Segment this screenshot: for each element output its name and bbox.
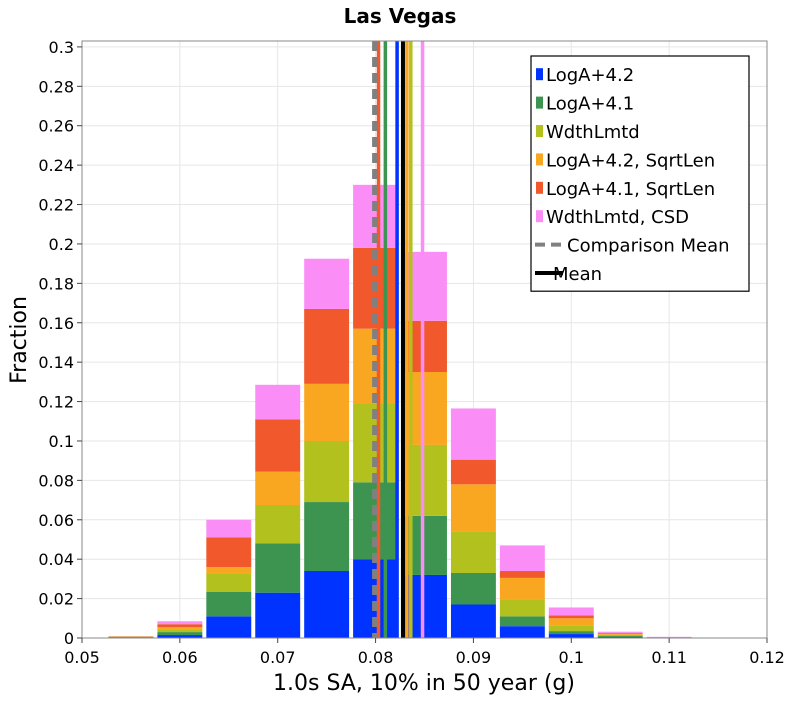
bar-bin9-series0 — [549, 634, 594, 638]
legend-label-loga-4-2: LogA+4.2 — [546, 65, 634, 86]
legend-label-loga-4-1-sqrtlen: LogA+4.1, SqrtLen — [546, 179, 715, 200]
bar-bin3-series1 — [255, 543, 300, 592]
bar-bin4-series2 — [304, 441, 349, 502]
bar-bin1-series2 — [157, 629, 202, 632]
bar-bin6-series1 — [402, 516, 447, 575]
bar-bin2-series4 — [206, 538, 251, 568]
bar-bin3-series3 — [255, 472, 300, 505]
bar-bin9-series4 — [549, 615, 594, 618]
bar-bin3-series2 — [255, 505, 300, 543]
bar-bin6-series2 — [402, 445, 447, 516]
x-tick-label-5: 0.1 — [559, 648, 584, 667]
bar-bin7-series1 — [451, 573, 496, 605]
legend-swatch-loga-4-2 — [536, 68, 543, 80]
legend-swatch-wdthlmtd-csd — [536, 210, 543, 222]
bar-bin8-series0 — [500, 626, 545, 638]
y-tick-label-4: 0.08 — [38, 471, 74, 490]
bar-bin1-series1 — [157, 632, 202, 635]
bar-bin9-series5 — [549, 607, 594, 615]
bar-bin4-series1 — [304, 502, 349, 571]
bar-bin4-series0 — [304, 571, 349, 638]
legend-swatch-loga-4-1 — [536, 97, 543, 109]
bar-bin6-series3 — [402, 372, 447, 445]
y-tick-label-3: 0.06 — [38, 511, 74, 530]
bar-bin7-series2 — [451, 532, 496, 573]
bar-bin7-series4 — [451, 460, 496, 485]
bar-bin10-series3 — [598, 634, 643, 635]
bar-bin9-series2 — [549, 625, 594, 631]
bar-bin6-series4 — [402, 321, 447, 372]
y-tick-label-1: 0.02 — [38, 590, 74, 609]
bar-bin4-series5 — [304, 259, 349, 309]
y-tick-label-9: 0.18 — [38, 274, 74, 293]
y-tick-label-8: 0.16 — [38, 314, 74, 333]
bar-bin7-series3 — [451, 484, 496, 531]
bar-bin6-series5 — [402, 252, 447, 321]
x-tick-label-7: 0.12 — [749, 648, 785, 667]
legend-label-comparison-mean: Comparison Mean — [567, 236, 730, 257]
y-tick-label-7: 0.14 — [38, 353, 74, 372]
bar-bin2-series2 — [206, 574, 251, 592]
bar-bin8-series2 — [500, 600, 545, 617]
bar-bin6-series0 — [402, 575, 447, 638]
bar-bin2-series1 — [206, 592, 251, 617]
bar-bin1-series4 — [157, 624, 202, 627]
bar-bin1-series5 — [157, 621, 202, 624]
legend-label-loga-4-1: LogA+4.1 — [546, 94, 634, 115]
x-tick-label-3: 0.08 — [358, 648, 394, 667]
y-tick-label-6: 0.12 — [38, 393, 74, 412]
bar-bin7-series5 — [451, 408, 496, 459]
legend: LogA+4.2 LogA+4.1 WdthLmtd LogA+4.2, SqrtLe… — [531, 56, 749, 291]
y-tick-label-0: 0 — [64, 629, 74, 648]
bar-bin2-series3 — [206, 567, 251, 574]
legend-label-wdthlmtd: WdthLmtd — [546, 122, 640, 143]
y-axis-label: Fraction — [7, 296, 32, 384]
bar-bin3-series4 — [255, 419, 300, 471]
x-tick-label-2: 0.07 — [260, 648, 296, 667]
bar-bin7-series0 — [451, 605, 496, 638]
bar-bin9-series1 — [549, 631, 594, 634]
chart-title: Las Vegas — [344, 4, 457, 28]
legend-label-mean: Mean — [553, 264, 602, 285]
x-tick-label-1: 0.06 — [162, 648, 198, 667]
bar-bin8-series3 — [500, 578, 545, 600]
x-tick-label-4: 0.09 — [456, 648, 492, 667]
bar-bin9-series3 — [549, 618, 594, 625]
legend-swatch-loga-4-1-sqrtlen — [536, 182, 543, 194]
bar-bin8-series5 — [500, 545, 545, 571]
bar-bin1-series3 — [157, 627, 202, 629]
bar-bin3-series0 — [255, 593, 300, 638]
bar-bin2-series0 — [206, 616, 251, 638]
y-tick-label-13: 0.26 — [38, 117, 74, 136]
bar-bin10-series1 — [598, 636, 643, 637]
y-tick-label-12: 0.24 — [38, 156, 74, 175]
bar-bin10-series4 — [598, 633, 643, 634]
bar-bin8-series1 — [500, 616, 545, 626]
bar-bin8-series4 — [500, 571, 545, 578]
bar-bin2-series5 — [206, 520, 251, 538]
bar-bin4-series3 — [304, 384, 349, 441]
x-tick-label-6: 0.11 — [651, 648, 687, 667]
legend-label-wdthlmtd-csd: WdthLmtd, CSD — [546, 207, 689, 228]
x-tick-label-0: 0.05 — [64, 648, 100, 667]
bar-bin10-series5 — [598, 632, 643, 633]
bar-bin4-series4 — [304, 309, 349, 384]
legend-swatch-loga-4-2-sqrtlen — [536, 153, 543, 165]
legend-label-loga-4-2-sqrtlen: LogA+4.2, SqrtLen — [546, 150, 715, 171]
y-tick-label-2: 0.04 — [38, 550, 74, 569]
bar-bin3-series5 — [255, 385, 300, 419]
y-tick-label-11: 0.22 — [38, 196, 74, 215]
x-axis-label: 1.0s SA, 10% in 50 year (g) — [273, 671, 575, 696]
y-tick-label-15: 0.3 — [49, 38, 74, 57]
y-tick-label-10: 0.2 — [49, 235, 74, 254]
bar-bin10-series2 — [598, 635, 643, 636]
legend-swatch-wdthlmtd — [536, 125, 543, 137]
y-tick-label-14: 0.28 — [38, 77, 74, 96]
y-tick-label-5: 0.1 — [49, 432, 74, 451]
